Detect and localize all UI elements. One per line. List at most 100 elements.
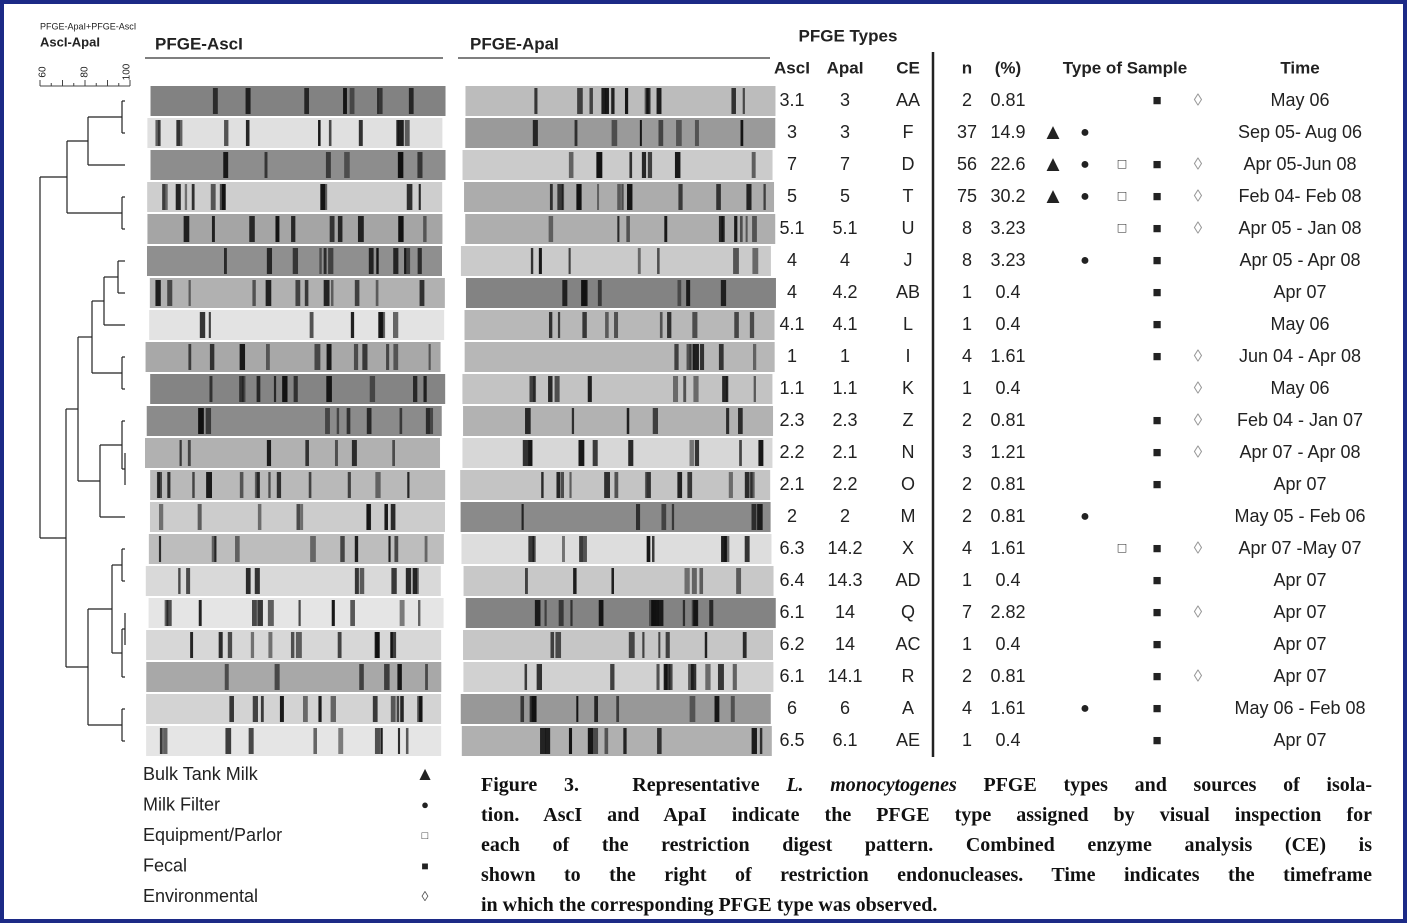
gel-band (412, 568, 418, 594)
gel-band (323, 280, 330, 306)
gel-band (379, 88, 383, 114)
cell-asci: 6.4 (779, 570, 804, 590)
gel-band (378, 312, 383, 338)
gel-band (179, 440, 182, 466)
gel-band (525, 408, 531, 434)
gel-band (725, 536, 730, 562)
cell-apai: 2 (840, 506, 850, 526)
gel-band (554, 376, 560, 402)
gel-band (749, 312, 755, 338)
sample-symbol: ▲ (1042, 119, 1064, 144)
cell-pct: 0.81 (990, 410, 1025, 430)
gel-band (386, 344, 390, 370)
gel-band (744, 536, 750, 562)
legend-label: Fecal (143, 856, 187, 876)
gel-lane (465, 598, 776, 628)
gel-band (407, 472, 410, 498)
cell-n: 2 (962, 410, 972, 430)
gel-band (338, 728, 344, 754)
gel-band (326, 376, 332, 402)
gel-band (652, 408, 659, 434)
gel-band (576, 184, 582, 210)
gel-band (621, 184, 624, 210)
gel-lane (145, 342, 441, 372)
gel-band (257, 504, 262, 530)
gel-band (225, 728, 232, 754)
gel-band (206, 472, 213, 498)
gel-lane (462, 374, 773, 404)
gel-band (548, 376, 553, 402)
gel-band (532, 536, 536, 562)
gel-band (594, 696, 599, 722)
gel-band (658, 600, 664, 626)
sample-symbol: ■ (1152, 444, 1161, 461)
gel-band (375, 472, 381, 498)
sample-symbol: □ (1118, 188, 1127, 204)
gel-band (268, 632, 273, 658)
gel-band (397, 664, 402, 690)
gel-band (353, 344, 359, 370)
gel-band (347, 472, 351, 498)
gel-band (664, 216, 668, 242)
cell-apai: 2.3 (832, 410, 857, 430)
gel-band (191, 184, 195, 210)
gel-band (249, 216, 255, 242)
gel-band (183, 216, 190, 242)
gel-band (256, 376, 261, 402)
gel-band (393, 312, 399, 338)
gel-band (384, 504, 388, 530)
gel-band (751, 504, 757, 530)
cell-asci: 3.1 (779, 90, 804, 110)
gel-band (159, 728, 163, 754)
cell-pct: 0.4 (995, 634, 1020, 654)
gel-band (188, 344, 192, 370)
cell-ce: L (903, 314, 913, 334)
gel-band (691, 600, 698, 626)
gel-band (674, 344, 679, 370)
cell-asci: 6.3 (779, 538, 804, 558)
cell-apai: 2.1 (832, 442, 857, 462)
gel-band (358, 120, 363, 146)
sample-symbol: ● (1080, 252, 1090, 269)
gel-band (716, 184, 721, 210)
gel-band (721, 536, 727, 562)
cell-asci: 1.1 (779, 378, 804, 398)
gel-band (354, 280, 360, 306)
gel-band (605, 312, 609, 338)
gel-band (162, 184, 166, 210)
types-title: PFGE Types (799, 26, 898, 45)
sample-symbol: ● (1080, 700, 1090, 717)
cell-asci: 6.2 (779, 634, 804, 654)
cell-time: Jun 04 - Apr 08 (1239, 346, 1361, 366)
cell-time: Apr 07 (1273, 282, 1326, 302)
gel-band (624, 88, 629, 114)
gel-band (187, 440, 191, 466)
cell-n: 1 (962, 282, 972, 302)
gel-band (198, 600, 202, 626)
gel-band (390, 632, 393, 658)
gel-band (656, 88, 662, 114)
gel-band (309, 312, 314, 338)
caption-line: Figure 3. Representative L. monocytogene… (481, 770, 1372, 800)
gel-band (184, 184, 188, 210)
gel-band (626, 216, 630, 242)
gel-band (212, 88, 218, 114)
gel-title: PFGE-ApaI (470, 34, 559, 53)
gel-band (658, 120, 664, 146)
cell-pct: 1.21 (990, 442, 1025, 462)
gel-band (406, 184, 413, 210)
gel-band (359, 664, 364, 690)
sample-symbol: ◊ (1194, 90, 1203, 109)
gel-band (176, 120, 183, 146)
gel-band (398, 120, 404, 146)
gel-band (428, 408, 434, 434)
gel-band (734, 312, 739, 338)
gel-band (687, 472, 693, 498)
gel-band (308, 472, 312, 498)
sample-symbol: ◊ (1194, 410, 1203, 429)
column-header: ApaI (827, 58, 864, 77)
gel-band (423, 376, 427, 402)
gel-band (359, 568, 365, 594)
cell-apai: 6 (840, 698, 850, 718)
gel-band (318, 120, 321, 146)
